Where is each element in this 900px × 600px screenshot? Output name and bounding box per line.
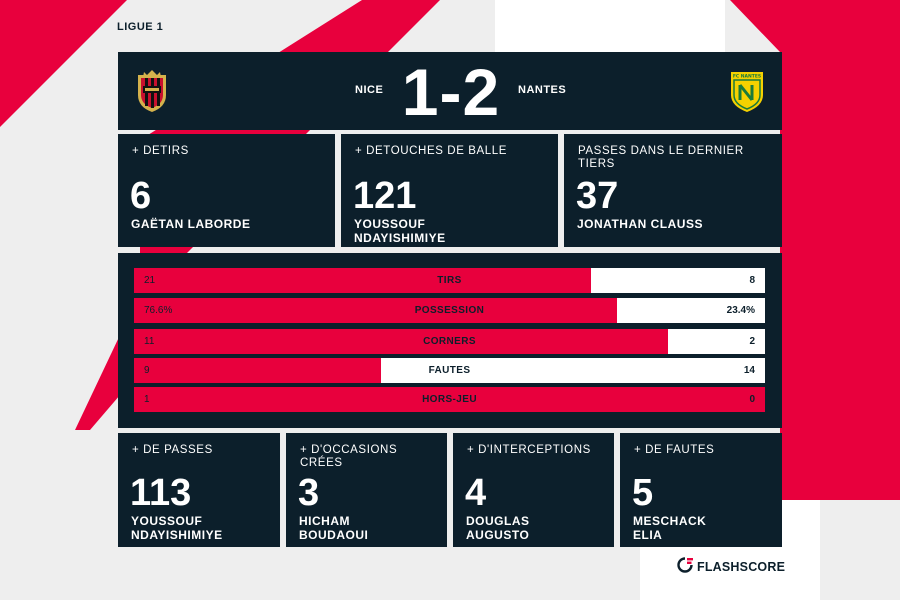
stat-card-player: DOUGLAS AUGUSTO	[466, 514, 530, 542]
comparison-home-value: 76.6%	[144, 305, 173, 316]
stat-card-final-third-passes: PASSES DANS LE DERNIER TIERS 37 JONATHAN…	[564, 134, 782, 247]
stat-card-fouls: + DE FAUTES 5 MESCHACK ELIA	[620, 433, 782, 547]
stat-card-interceptions: + D'INTERCEPTIONS 4 DOUGLAS AUGUSTO	[453, 433, 614, 547]
comparison-label: CORNERS	[423, 336, 476, 347]
comparison-label: FAUTES	[428, 365, 471, 376]
stat-card-value: 121	[353, 175, 417, 217]
stat-card-label: + D'INTERCEPTIONS	[467, 444, 591, 456]
stat-card-shots: + DETIRS 6 GAËTAN LABORDE	[118, 134, 335, 247]
stat-card-label: + DE FAUTES	[634, 444, 715, 456]
stat-card-label: + DETIRS	[132, 145, 189, 157]
stat-card-label: PASSES DANS LE DERNIER TIERS	[578, 145, 744, 170]
stat-card-player: YOUSSOUF NDAYISHIMIYE	[131, 514, 223, 542]
flashscore-logo-icon	[676, 555, 694, 579]
comparison-away-value: 2	[749, 336, 755, 347]
comparison-bar-fill	[134, 329, 668, 354]
team-comparison: 21 TIRS 8 76.6% POSSESSION 23.4% 11 CORN…	[118, 253, 782, 428]
comparison-label: TIRS	[437, 275, 462, 286]
comparison-bar-fill	[134, 387, 765, 412]
comparison-row-shots: 21 TIRS 8	[134, 268, 765, 293]
svg-text:FC NANTES: FC NANTES	[733, 74, 761, 80]
comparison-row-offsides: 1 HORS-JEU 0	[134, 387, 765, 412]
comparison-bar-fill	[134, 358, 381, 383]
stat-card-value: 5	[632, 472, 654, 514]
ogc-nice-crest-icon	[133, 69, 171, 113]
comparison-label: POSSESSION	[414, 305, 485, 316]
match-score: 1-2	[401, 55, 501, 129]
stat-card-value: 3	[298, 472, 320, 514]
comparison-away-value: 14	[743, 365, 755, 376]
away-team-name: NANTES	[518, 84, 567, 96]
comparison-home-value: 1	[144, 394, 150, 405]
comparison-bar-fill	[134, 268, 591, 293]
stat-card-value: 113	[130, 472, 192, 514]
comparison-away-value: 23.4%	[726, 305, 755, 316]
comparison-home-value: 9	[144, 365, 150, 376]
comparison-away-value: 8	[749, 275, 755, 286]
comparison-away-value: 0	[749, 394, 755, 405]
stat-card-label: + DE PASSES	[132, 444, 213, 456]
fc-nantes-crest-icon: FC NANTES	[728, 69, 766, 113]
stat-card-player: MESCHACK ELIA	[633, 514, 707, 542]
comparison-row-possession: 76.6% POSSESSION 23.4%	[134, 298, 765, 323]
comparison-home-value: 21	[144, 275, 156, 286]
home-team-name: NICE	[355, 84, 384, 96]
stat-card-value: 37	[576, 175, 619, 217]
stat-card-player: GAËTAN LABORDE	[131, 217, 251, 231]
comparison-label: HORS-JEU	[422, 394, 477, 405]
comparison-row-corners: 11 CORNERS 2	[134, 329, 765, 354]
stat-card-passes: + DE PASSES 113 YOUSSOUF NDAYISHIMIYE	[118, 433, 280, 547]
stat-card-label: + D'OCCASIONS CRÉES	[300, 444, 398, 469]
stat-card-player: YOUSSOUF NDAYISHIMIYE	[354, 217, 446, 245]
comparison-bar-fill	[134, 298, 618, 323]
league-title: LIGUE 1	[117, 21, 164, 33]
stat-card-value: 6	[130, 175, 152, 217]
stat-card-value: 4	[465, 472, 487, 514]
comparison-home-value: 11	[144, 336, 155, 347]
match-header: NICE 1-2 NANTES FC NANTES	[118, 52, 782, 130]
brand-logo: FLASHSCORE	[676, 555, 786, 579]
stat-card-touches: + DETOUCHES DE BALLE 121 YOUSSOUF NDAYIS…	[341, 134, 558, 247]
stat-card-label: + DETOUCHES DE BALLE	[355, 145, 508, 157]
stat-card-chances-created: + D'OCCASIONS CRÉES 3 HICHAM BOUDAOUI	[286, 433, 447, 547]
comparison-row-fouls: 9 FAUTES 14	[134, 358, 765, 383]
brand-name: FLASHSCORE	[697, 560, 786, 574]
stat-card-player: HICHAM BOUDAOUI	[299, 514, 369, 542]
stat-card-player: JONATHAN CLAUSS	[577, 217, 703, 231]
